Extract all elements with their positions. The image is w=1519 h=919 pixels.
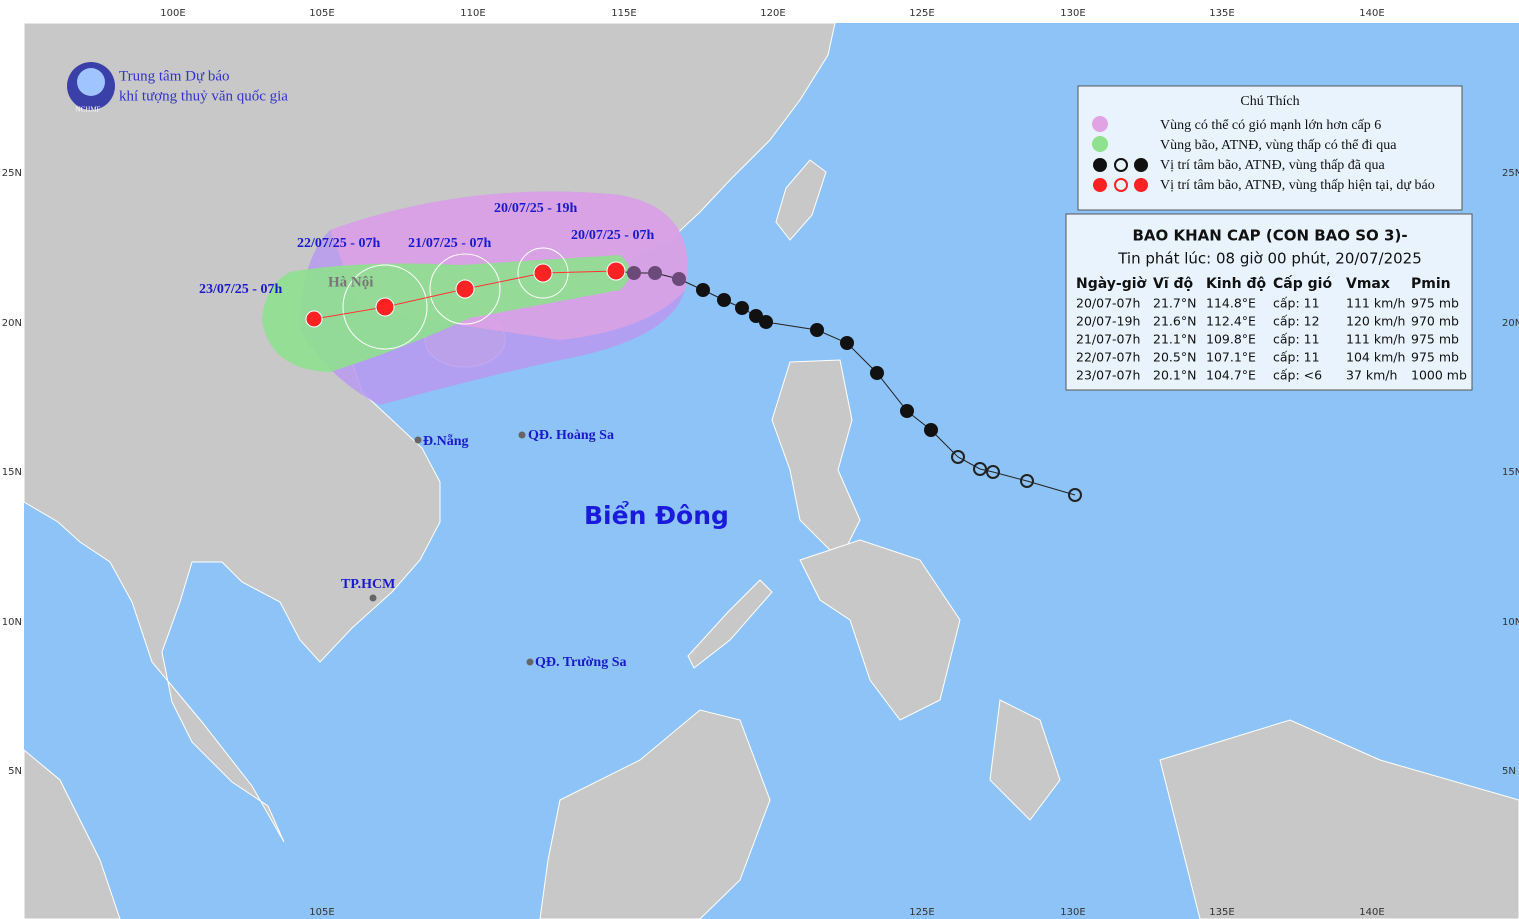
table-header: Pmin: [1411, 276, 1451, 292]
map-label: Hà Nội: [328, 274, 373, 290]
table-cell: 970 mb: [1411, 314, 1459, 329]
table-cell: 104.7°E: [1206, 368, 1256, 383]
table-cell: 120 km/h: [1346, 314, 1405, 329]
map-label: QĐ. Trường Sa: [535, 655, 627, 670]
forecast-cone: [262, 191, 688, 405]
table-cell: 21.1°N: [1153, 332, 1196, 347]
legend-title: Chú Thích: [1240, 94, 1299, 109]
lat-label: 25N: [1502, 168, 1519, 179]
lon-label: 100E: [160, 8, 185, 19]
table-cell: 104 km/h: [1346, 350, 1405, 365]
map-label: QĐ. Hoàng Sa: [528, 428, 614, 443]
table-cell: 22/07-07h: [1076, 350, 1140, 365]
lon-label: 105E: [309, 907, 334, 918]
map-label: 23/07/25 - 07h: [199, 282, 282, 297]
lat-label: 25N: [2, 168, 22, 179]
lat-label: 20N: [2, 318, 22, 329]
lon-label: 125E: [909, 907, 934, 918]
table-cell: 114.8°E: [1206, 296, 1256, 311]
map-label: 21/07/25 - 07h: [408, 236, 491, 251]
table-header: Vmax: [1346, 276, 1390, 292]
legend: [1077, 85, 1463, 211]
lat-label: 10N: [2, 617, 22, 628]
lat-label: 5N: [8, 766, 22, 777]
legend-icon: [1092, 136, 1108, 152]
lon-label: 120E: [760, 8, 785, 19]
lat-label: 20N: [1502, 318, 1519, 329]
table-header: Kinh độ: [1206, 276, 1266, 292]
storm-track: [305, 261, 1082, 502]
lat-label: 5N: [1502, 766, 1516, 777]
bulletin-title: BAO KHAN CAP (CON BAO SO 3)-: [1132, 227, 1407, 245]
table-header: Cấp gió: [1273, 275, 1332, 292]
lat-label: 15N: [2, 467, 22, 478]
lon-label: 140E: [1359, 8, 1384, 19]
legend-icon: [1093, 158, 1148, 172]
map-label: 20/07/25 - 19h: [494, 201, 577, 216]
table-cell: 975 mb: [1411, 296, 1459, 311]
logo: [67, 62, 115, 110]
place-dots: [369, 431, 534, 666]
table-cell: 1000 mb: [1411, 368, 1467, 383]
table-cell: cấp: <6: [1273, 368, 1322, 383]
legend-icon: [1092, 116, 1108, 132]
table-cell: cấp: 11: [1273, 350, 1320, 365]
lon-label: 125E: [909, 8, 934, 19]
legend-item: Vùng bão, ATNĐ, vùng thấp có thể đi qua: [1160, 138, 1397, 153]
map-label: Biển Đông: [584, 500, 729, 530]
bulletin-box: [1065, 213, 1473, 391]
legend-icon: [1093, 178, 1148, 192]
table-cell: 23/07-07h: [1076, 368, 1140, 383]
table-cell: 975 mb: [1411, 332, 1459, 347]
table-cell: 21/07-07h: [1076, 332, 1140, 347]
org-line: Trung tâm Dự báo: [119, 68, 230, 84]
table-cell: 20/07-19h: [1076, 314, 1140, 329]
table-cell: 111 km/h: [1346, 296, 1405, 311]
table-cell: 21.6°N: [1153, 314, 1196, 329]
table-cell: 112.4°E: [1206, 314, 1256, 329]
table-cell: 107.1°E: [1206, 350, 1256, 365]
lon-label: 140E: [1359, 907, 1384, 918]
table-cell: 111 km/h: [1346, 332, 1405, 347]
legend-item: Vùng có thể có gió mạnh lớn hơn cấp 6: [1160, 118, 1381, 133]
lat-label: 15N: [1502, 467, 1519, 478]
table-cell: cấp: 11: [1273, 296, 1320, 311]
bulletin-subtitle: Tin phát lúc: 08 giờ 00 phút, 20/07/2025: [1117, 250, 1422, 268]
map-label: 20/07/25 - 07h: [571, 228, 654, 243]
lon-label: 115E: [611, 8, 636, 19]
table-cell: 21.7°N: [1153, 296, 1196, 311]
map-label: TP.HCM: [341, 577, 395, 592]
table-cell: 975 mb: [1411, 350, 1459, 365]
table-header: Ngày-giờ: [1076, 276, 1147, 292]
lon-label: 105E: [309, 8, 334, 19]
table-cell: 37 km/h: [1346, 368, 1397, 383]
lon-label: 110E: [460, 8, 485, 19]
map-label: 22/07/25 - 07h: [297, 236, 380, 251]
legend-item: Vị trí tâm bão, ATNĐ, vùng thấp hiện tại…: [1160, 178, 1435, 193]
legend-item: Vị trí tâm bão, ATNĐ, vùng thấp đã qua: [1160, 158, 1386, 173]
table-cell: 109.8°E: [1206, 332, 1256, 347]
table-cell: 20/07-07h: [1076, 296, 1140, 311]
table-cell: cấp: 12: [1273, 314, 1320, 329]
lon-label: 135E: [1209, 907, 1234, 918]
table-header: Vĩ độ: [1153, 276, 1194, 292]
logo-text: NCHMF: [76, 106, 101, 114]
org-line: khí tượng thuỷ văn quốc gia: [119, 88, 288, 104]
lon-label: 130E: [1060, 907, 1085, 918]
map-label: Đ.Nẵng: [423, 433, 469, 449]
lon-label: 130E: [1060, 8, 1085, 19]
lat-label: 10N: [1502, 617, 1519, 628]
table-cell: cấp: 11: [1273, 332, 1320, 347]
table-cell: 20.1°N: [1153, 368, 1196, 383]
lon-label: 135E: [1209, 8, 1234, 19]
table-cell: 20.5°N: [1153, 350, 1196, 365]
